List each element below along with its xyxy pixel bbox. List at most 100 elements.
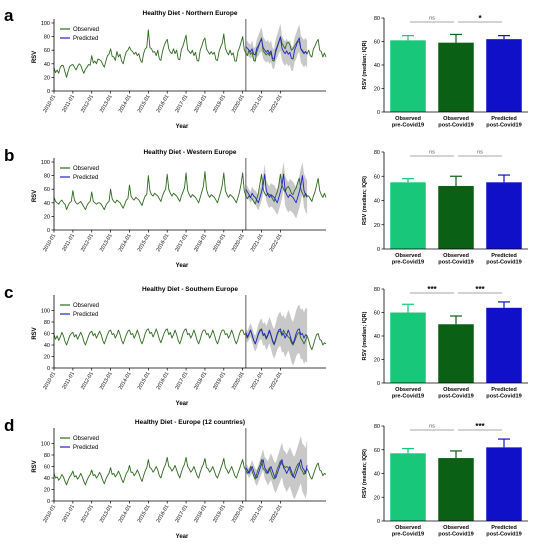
x-category-label: pre-Covid19 [392,394,424,400]
legend-label-observed: Observed [73,27,99,33]
x-tick-label: 2014-01 [118,371,133,391]
x-tick-label: 2020-01 [231,371,246,391]
y-tick-label: 20 [44,214,50,220]
y-axis-label: RSV [32,190,38,202]
x-tick-label: 2016-01 [156,94,171,114]
x-tick-label: 2022-01 [269,233,284,253]
x-category-label: Predicted [491,387,517,393]
x-tick-label: 2013-01 [99,371,114,391]
x-tick-label: 2016-01 [156,233,171,253]
y-tick-label: 0 [47,228,50,234]
x-tick-label: 2010-01 [42,504,57,524]
y-tick-label: 0 [47,499,50,505]
y-axis-label: RSV [32,327,38,339]
y-tick-label: 40 [44,201,50,207]
x-tick-label: 2016-01 [156,371,171,391]
x-category-label: Observed [443,116,469,122]
bar [390,40,426,113]
observed-series-line [53,456,327,486]
x-tick-label: 2011-01 [61,233,76,253]
panel-letter-a: a [4,6,14,25]
x-tick-label: 2013-01 [99,94,114,114]
legend-label-observed: Observed [73,166,99,172]
y-tick-label: 40 [44,476,50,482]
predicted-series-line [245,328,308,345]
line-chart-title: Healthy Diet - Europe (12 countries) [135,419,245,426]
x-tick-label: 2019-01 [212,233,227,253]
legend-label-predicted: Predicted [73,175,98,181]
predicted-series-line [245,459,308,479]
y-tick-label: 40 [44,343,50,349]
y-tick-label: 80 [44,453,50,459]
x-category-label: Observed [443,253,469,259]
y-tick-label: 40 [374,63,380,69]
x-category-label: Observed [443,387,469,393]
y-tick-label: 100 [41,160,50,166]
x-category-label: post-Covid19 [486,123,521,129]
significance-label: *** [427,285,437,294]
observed-series-line [53,171,327,211]
significance-label: * [478,14,482,23]
y-tick-label: 0 [377,381,380,387]
x-tick-label: 2012-01 [80,94,95,114]
y-tick-label: 60 [44,465,50,471]
y-tick-label: 80 [44,320,50,326]
x-tick-label: 2021-01 [250,94,265,114]
x-tick-label: 2015-01 [137,233,152,253]
significance-label: *** [475,422,485,431]
x-tick-label: 2014-01 [118,94,133,114]
x-tick-label: 2011-01 [61,371,76,391]
x-category-label: post-Covid19 [486,394,521,400]
bar-chart-2: Observedpre-Covid19Observedpost-Covid19P… [362,150,528,266]
x-category-label: pre-Covid19 [392,260,424,266]
significance-label: ns [429,424,435,430]
y-tick-label: 20 [374,495,380,501]
y-tick-label: 0 [377,247,380,253]
predicted-series-line [245,173,308,204]
x-category-label: post-Covid19 [486,532,521,538]
y-tick-label: 80 [374,16,380,22]
y-tick-label: 60 [374,174,380,180]
x-category-label: Observed [395,253,421,259]
y-tick-label: 80 [44,174,50,180]
y-tick-label: 60 [374,311,380,317]
legend-label-predicted: Predicted [73,312,98,318]
line-chart-title: Healthy Diet - Northern Europe [143,10,238,17]
significance-label: ns [477,150,483,156]
x-tick-label: 2019-01 [212,371,227,391]
y-tick-label: 60 [374,448,380,454]
x-tick-label: 2021-01 [250,233,265,253]
x-tick-label: 2014-01 [118,504,133,524]
bar [438,324,474,383]
y-tick-label: 40 [374,334,380,340]
y-tick-label: 20 [374,87,380,93]
y-tick-label: 100 [41,309,50,315]
x-tick-label: 2011-01 [61,504,76,524]
x-tick-label: 2018-01 [193,371,208,391]
x-category-label: pre-Covid19 [392,123,424,129]
y-axis-label: RSV (median; IQR) [362,176,368,225]
y-axis-label: RSV (median; IQR) [362,311,368,360]
x-category-label: Predicted [491,525,517,531]
x-tick-label: 2020-01 [231,233,246,253]
y-tick-label: 20 [374,358,380,364]
y-axis-label: RSV (median; IQR) [362,449,368,498]
bar-chart-1: Observedpre-Covid19Observedpost-Covid19P… [362,14,528,129]
y-tick-label: 0 [377,519,380,525]
y-tick-label: 20 [44,355,50,361]
x-category-label: Observed [395,387,421,393]
bar [438,458,474,521]
y-tick-label: 20 [44,488,50,494]
panel-letter-c: c [4,283,14,302]
x-tick-label: 2012-01 [80,233,95,253]
significance-label: *** [475,285,485,294]
x-tick-label: 2022-01 [269,371,284,391]
y-tick-label: 0 [377,110,380,116]
legend: Observed Predicted [60,436,99,451]
y-tick-label: 40 [374,472,380,478]
x-category-label: Observed [395,116,421,122]
x-category-label: post-Covid19 [438,123,473,129]
x-category-label: Observed [395,525,421,531]
bar [438,185,474,249]
x-tick-label: 2012-01 [80,504,95,524]
